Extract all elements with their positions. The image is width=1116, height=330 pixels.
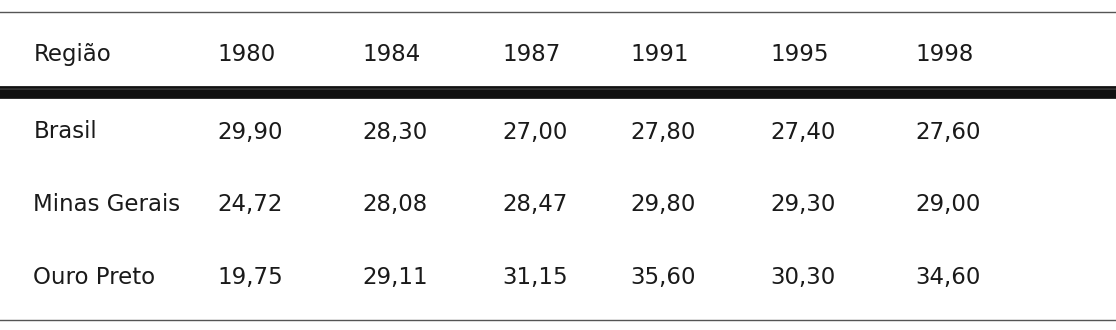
Text: 28,30: 28,30 bbox=[363, 120, 427, 144]
Text: Minas Gerais: Minas Gerais bbox=[33, 193, 181, 216]
Text: 28,47: 28,47 bbox=[502, 193, 568, 216]
Text: 19,75: 19,75 bbox=[218, 266, 283, 289]
Text: Brasil: Brasil bbox=[33, 120, 97, 144]
Text: 27,60: 27,60 bbox=[915, 120, 981, 144]
Text: 31,15: 31,15 bbox=[502, 266, 568, 289]
Text: 29,80: 29,80 bbox=[631, 193, 696, 216]
Text: 29,90: 29,90 bbox=[218, 120, 283, 144]
Text: 1995: 1995 bbox=[770, 43, 828, 66]
Text: 27,00: 27,00 bbox=[502, 120, 568, 144]
Text: 35,60: 35,60 bbox=[631, 266, 696, 289]
Text: 1991: 1991 bbox=[631, 43, 689, 66]
Text: 28,08: 28,08 bbox=[363, 193, 427, 216]
Text: 29,00: 29,00 bbox=[915, 193, 981, 216]
Text: 34,60: 34,60 bbox=[915, 266, 981, 289]
Text: 29,11: 29,11 bbox=[363, 266, 429, 289]
Text: 1998: 1998 bbox=[915, 43, 973, 66]
Text: 1984: 1984 bbox=[363, 43, 421, 66]
Text: 29,30: 29,30 bbox=[770, 193, 836, 216]
Text: 27,80: 27,80 bbox=[631, 120, 696, 144]
Text: Ouro Preto: Ouro Preto bbox=[33, 266, 155, 289]
Text: 27,40: 27,40 bbox=[770, 120, 836, 144]
Text: 30,30: 30,30 bbox=[770, 266, 835, 289]
Text: Região: Região bbox=[33, 43, 112, 66]
Text: 1980: 1980 bbox=[218, 43, 276, 66]
Text: 1987: 1987 bbox=[502, 43, 560, 66]
Text: 24,72: 24,72 bbox=[218, 193, 283, 216]
